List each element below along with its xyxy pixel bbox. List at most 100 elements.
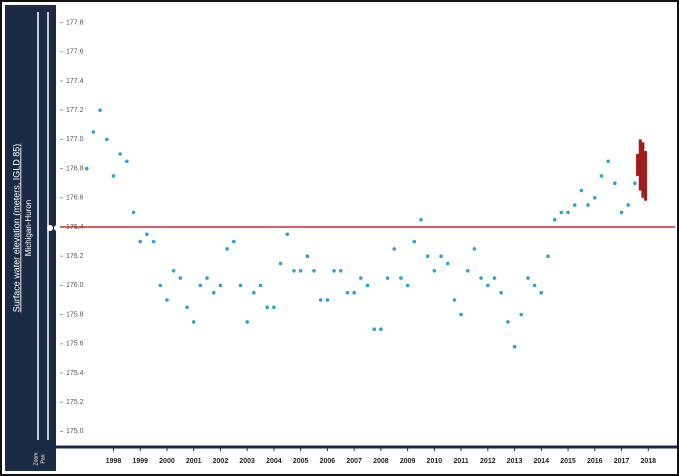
data-point [191, 320, 196, 324]
data-point [151, 239, 156, 244]
data-point [185, 305, 189, 310]
control-box [5, 447, 56, 471]
data-point [445, 261, 450, 266]
y-tick-label: 176.6 [66, 195, 84, 202]
data-point [405, 283, 410, 288]
data-point [566, 210, 570, 215]
y-tick-label: 176.8 [66, 165, 84, 172]
data-point [619, 210, 624, 215]
forecast-range [641, 142, 645, 198]
lake-name: Michigan-Huron [24, 200, 33, 256]
data-point [305, 254, 310, 258]
data-point [499, 290, 503, 295]
data-point [579, 188, 584, 193]
data-point [265, 305, 270, 310]
zoom-control[interactable]: Zoom [33, 453, 39, 466]
forecast-range [638, 139, 642, 191]
forecast-range [636, 154, 640, 176]
y-tick-label: 175.8 [66, 311, 84, 318]
data-point [519, 312, 524, 317]
data-point [459, 312, 463, 317]
slider-handle[interactable] [54, 225, 60, 231]
data-point [365, 283, 370, 288]
x-tick-label: 2003 [239, 458, 255, 465]
data-point [572, 203, 577, 207]
data-point [325, 298, 330, 302]
y-tick-label: 177.2 [66, 107, 84, 114]
data-point [252, 290, 256, 295]
y-tick-label: 177.0 [66, 136, 84, 143]
data-point [285, 232, 290, 237]
x-tick-label: 2001 [186, 458, 202, 465]
data-point [318, 298, 323, 302]
data-point [332, 269, 336, 273]
x-tick-label: 2007 [346, 458, 362, 465]
y-tick-label: 176.0 [66, 282, 84, 289]
data-point [613, 181, 617, 185]
data-point [298, 269, 303, 273]
x-tick-label: 2011 [453, 458, 468, 465]
data-point [552, 217, 557, 222]
x-tick-label: 2009 [400, 458, 416, 465]
data-point [225, 247, 229, 251]
data-point [559, 210, 564, 215]
forecast-range [644, 151, 648, 201]
data-point [352, 290, 356, 295]
y-tick-label: 177.6 [66, 49, 84, 56]
data-point [526, 276, 530, 280]
data-point [158, 283, 163, 288]
data-point [492, 276, 497, 280]
data-point [399, 276, 403, 280]
data-point [419, 217, 423, 222]
data-point [312, 269, 316, 273]
data-point [238, 283, 243, 288]
data-point [138, 239, 143, 244]
x-tick-label: 2006 [320, 458, 336, 465]
x-tick-label: 2017 [614, 458, 630, 465]
data-point [532, 283, 537, 288]
data-point [178, 276, 183, 280]
data-point [145, 232, 149, 237]
data-point [345, 290, 350, 295]
slider-handle[interactable] [47, 225, 53, 231]
data-point [198, 283, 203, 288]
data-point [292, 269, 296, 273]
data-point [84, 166, 89, 171]
y-tick-label: 177.8 [66, 19, 84, 26]
x-tick-label: 2018 [640, 458, 656, 465]
y-tick-label: 175.2 [66, 399, 84, 406]
data-point [452, 298, 457, 302]
data-point [479, 276, 483, 280]
data-point [258, 283, 263, 288]
x-tick-label: 2014 [534, 458, 550, 465]
y-tick-label: 175.4 [66, 370, 84, 377]
x-tick-label: 2008 [373, 458, 389, 465]
y-tick-label: 176.2 [66, 253, 84, 260]
data-point [586, 203, 590, 207]
x-tick-label: 2015 [560, 458, 576, 465]
y-axis-label[interactable]: Surface water elevation (meters, IGLD 85… [11, 144, 21, 313]
data-point [91, 130, 96, 134]
data-point [472, 247, 477, 251]
data-point [392, 247, 397, 251]
data-point [232, 239, 236, 244]
data-point [546, 254, 550, 258]
data-point [425, 254, 430, 258]
data-point [111, 174, 116, 178]
data-point [592, 196, 597, 200]
data-point [606, 159, 610, 164]
data-point [171, 269, 176, 273]
pan-control[interactable]: Pan [40, 454, 46, 463]
data-point [98, 108, 102, 112]
data-point [633, 181, 637, 185]
data-point [506, 320, 510, 324]
data-point [211, 290, 216, 295]
data-point [131, 210, 136, 215]
y-tick-label: 175.0 [66, 428, 84, 435]
x-tick-label: 2000 [159, 458, 175, 465]
data-point [104, 137, 109, 142]
x-tick-label: 2005 [293, 458, 309, 465]
data-point [372, 327, 376, 332]
